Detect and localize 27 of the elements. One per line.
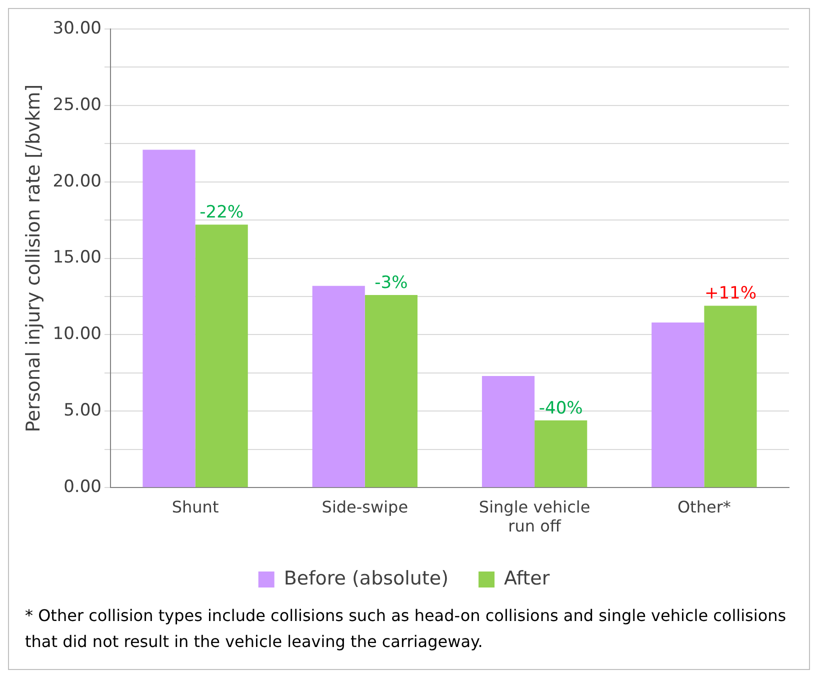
- bar: [195, 224, 248, 488]
- bar: [482, 376, 535, 488]
- y-tick-label: 20.00: [52, 171, 102, 192]
- x-tick-label: Single vehicle run off: [478, 497, 590, 536]
- bar: [142, 150, 196, 488]
- annotation: +11%: [704, 284, 756, 304]
- bar: [652, 322, 704, 488]
- y-tick-label: 0.00: [64, 477, 102, 498]
- annotation: -3%: [374, 272, 408, 293]
- y-tick-label: 15.00: [52, 248, 102, 268]
- y-tick-label: 25.00: [52, 94, 102, 115]
- text: * Other collision types include collisions such as head-on collisions and single vehicle collisions that did not result in the vehicle leaving the carriageway.: [24, 605, 788, 653]
- x-tick-label: Shunt: [172, 497, 219, 516]
- annotation: -22%: [200, 202, 244, 223]
- y-tick-label: 5.00: [64, 400, 102, 421]
- legend-label: After: [504, 567, 550, 590]
- y-axis-title: Personal injury collision rate [/bvkm]: [22, 84, 44, 432]
- y-tick-label: 10.00: [52, 324, 102, 344]
- annotation: -40%: [538, 398, 583, 418]
- x-tick-label: Other*: [677, 497, 731, 516]
- bar: [704, 306, 757, 488]
- bar: [534, 420, 588, 488]
- x-tick-label: Side-swipe: [322, 497, 408, 516]
- y-tick-label: 30.00: [52, 18, 102, 38]
- bar: [364, 294, 418, 488]
- legend-label: Before (absolute): [284, 567, 449, 590]
- bar: [312, 286, 365, 488]
